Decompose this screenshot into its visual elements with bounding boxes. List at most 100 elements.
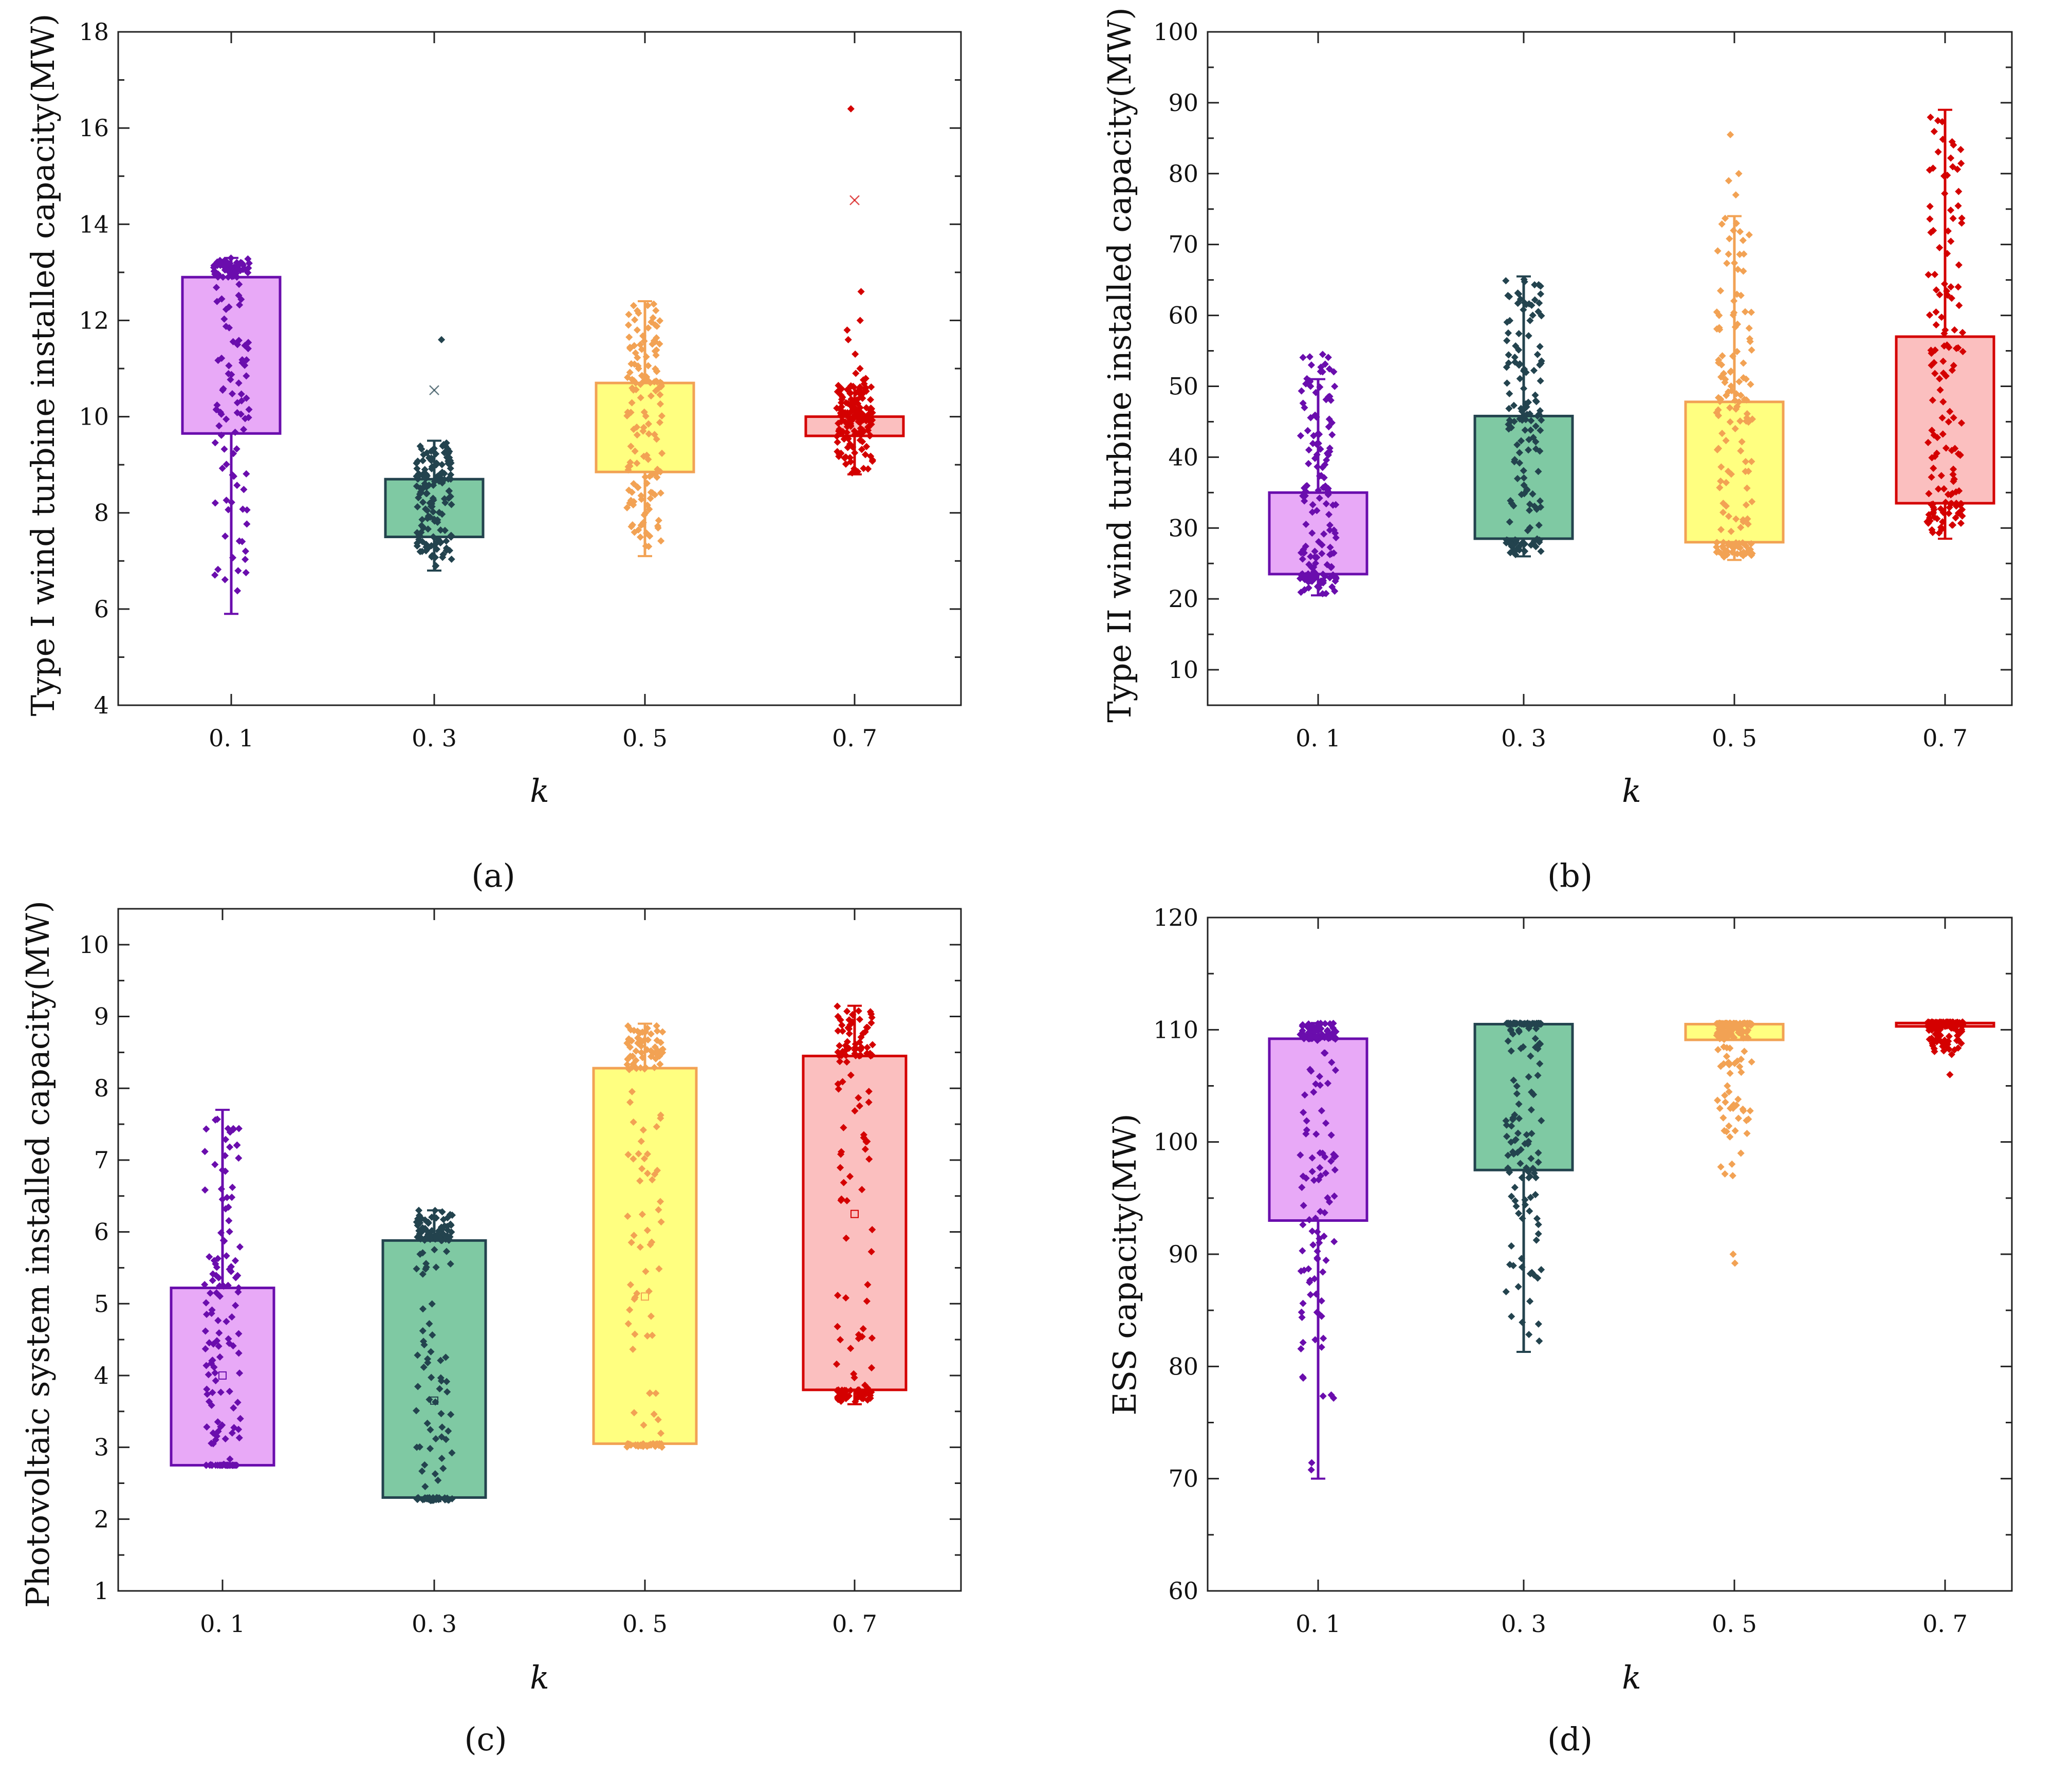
outlier-point bbox=[1732, 191, 1740, 199]
data-point bbox=[856, 1016, 864, 1023]
data-point bbox=[839, 393, 846, 401]
data-point bbox=[1717, 287, 1725, 295]
data-point bbox=[240, 486, 248, 493]
data-point bbox=[233, 587, 242, 595]
data-point bbox=[844, 444, 852, 451]
data-point bbox=[1955, 302, 1963, 309]
data-point bbox=[863, 443, 871, 450]
data-point bbox=[227, 376, 234, 383]
data-point bbox=[242, 556, 249, 563]
data-point bbox=[233, 1141, 241, 1149]
data-point bbox=[243, 520, 251, 528]
y-tick-label: 10 bbox=[79, 931, 109, 959]
data-point bbox=[432, 554, 439, 561]
ylabel-d: ESS capacity(MW) bbox=[1106, 1113, 1143, 1415]
data-point bbox=[1947, 237, 1955, 245]
box-group-0.1 bbox=[181, 254, 282, 615]
ylabel-b: Type II wind turbine installed capacity(… bbox=[1101, 7, 1138, 722]
data-point bbox=[442, 537, 450, 545]
data-point bbox=[235, 537, 243, 545]
data-point bbox=[624, 1022, 632, 1030]
data-point bbox=[1537, 377, 1544, 385]
data-point bbox=[1748, 346, 1755, 354]
x-tick-label: 0. 7 bbox=[832, 724, 877, 752]
data-point bbox=[1508, 1313, 1515, 1321]
data-point bbox=[631, 528, 638, 536]
data-point bbox=[848, 1011, 857, 1018]
panel-b: 10 20 30 40 50 60 70 80 90 100 0. 1 0. 3 0. 5 0. 7 Ty… bbox=[1101, 7, 2013, 894]
data-point bbox=[1940, 280, 1949, 288]
outlier-point bbox=[438, 336, 446, 343]
data-point bbox=[423, 506, 431, 515]
data-point bbox=[446, 546, 454, 555]
y-tick-label: 80 bbox=[1168, 1352, 1198, 1380]
outlier-point bbox=[852, 350, 859, 358]
x-tick-label: 0. 3 bbox=[412, 724, 457, 752]
data-point bbox=[224, 266, 231, 274]
data-point bbox=[630, 1027, 638, 1034]
y-tick-label: 2 bbox=[94, 1505, 109, 1533]
data-point bbox=[228, 499, 235, 506]
data-point bbox=[1726, 1069, 1734, 1077]
data-point bbox=[652, 351, 660, 359]
data-point bbox=[440, 475, 448, 483]
data-point bbox=[1746, 1107, 1754, 1115]
data-point bbox=[235, 337, 243, 344]
data-point bbox=[1319, 1392, 1327, 1400]
data-point bbox=[1512, 1202, 1520, 1210]
outlier-point bbox=[1724, 1082, 1731, 1090]
panel-c: 1 2 3 4 5 6 7 8 9 10 0. 1 0. 3 0. 5 0. 7 Photovoltaic… bbox=[19, 901, 962, 1758]
data-point bbox=[656, 400, 664, 408]
data-point bbox=[242, 547, 249, 555]
data-point bbox=[1502, 277, 1510, 285]
data-point bbox=[219, 386, 227, 394]
y-tick-label: 7 bbox=[94, 1146, 109, 1174]
data-point bbox=[866, 417, 874, 425]
data-point bbox=[653, 1027, 661, 1035]
y-tick-label: 60 bbox=[1168, 302, 1198, 329]
data-point bbox=[1305, 460, 1312, 468]
data-point bbox=[413, 542, 421, 550]
data-point bbox=[223, 258, 230, 265]
data-point bbox=[845, 1044, 853, 1052]
box bbox=[1268, 1037, 1368, 1222]
data-point bbox=[219, 1237, 227, 1244]
data-point bbox=[417, 488, 424, 496]
data-point bbox=[447, 475, 455, 483]
data-point bbox=[437, 538, 445, 546]
data-point bbox=[1304, 427, 1311, 434]
data-point bbox=[867, 383, 875, 391]
y-tick-label: 60 bbox=[1168, 1577, 1198, 1605]
x-tick-label: 0. 3 bbox=[412, 1610, 457, 1638]
data-point bbox=[448, 555, 455, 563]
data-point bbox=[1313, 1254, 1321, 1262]
data-point bbox=[639, 332, 647, 340]
mean-marker bbox=[641, 1292, 649, 1301]
data-point bbox=[441, 526, 449, 535]
plot-frame bbox=[1207, 31, 2013, 706]
data-point bbox=[1954, 202, 1962, 210]
data-point bbox=[653, 368, 660, 375]
data-point bbox=[659, 1028, 667, 1036]
data-point bbox=[232, 267, 240, 275]
data-point bbox=[1521, 547, 1529, 555]
data-point bbox=[230, 450, 237, 457]
data-point bbox=[656, 1060, 664, 1068]
x-tick-label: 0. 3 bbox=[1501, 724, 1546, 752]
data-point bbox=[834, 1027, 842, 1035]
data-point bbox=[867, 452, 875, 460]
data-point bbox=[413, 460, 420, 467]
data-point bbox=[628, 399, 636, 407]
data-point bbox=[1931, 270, 1939, 279]
data-point bbox=[1299, 1221, 1307, 1229]
data-point bbox=[201, 1148, 209, 1156]
box bbox=[1684, 400, 1785, 544]
data-point bbox=[626, 369, 634, 376]
box-group-0.1 bbox=[170, 1109, 275, 1469]
data-point bbox=[413, 529, 421, 537]
x-tick-label: 0. 7 bbox=[832, 1610, 877, 1638]
data-point bbox=[222, 322, 230, 331]
data-point bbox=[646, 532, 654, 540]
panel-a: 4 6 8 10 12 14 16 18 0. 1 0. 3 0. 5 0. 7 Type I win… bbox=[24, 14, 962, 894]
